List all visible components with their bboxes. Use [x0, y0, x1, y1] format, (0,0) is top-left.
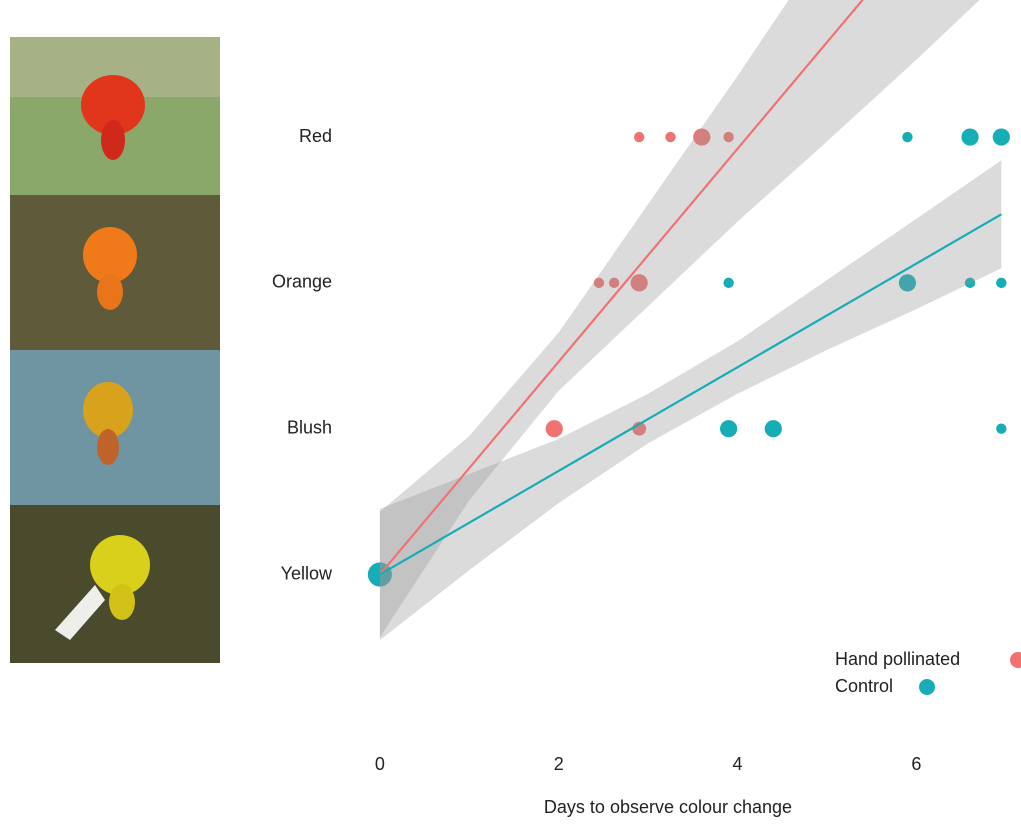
point [634, 132, 644, 142]
chart: 0 2 4 6 Yellow Blush Orange Red Hand pollinated C… [0, 0, 1021, 824]
legend-marker [1010, 652, 1021, 668]
bands-layer [380, 0, 1006, 640]
point [993, 128, 1010, 145]
petal [109, 584, 135, 620]
y-tick-label: Blush [287, 417, 332, 437]
point [723, 278, 733, 288]
petal [101, 120, 125, 160]
point [665, 132, 675, 142]
petal [97, 274, 123, 310]
petal [97, 429, 119, 465]
x-tick-label: 2 [554, 754, 564, 774]
y-tick-label: Orange [272, 272, 332, 292]
legend-label: Hand pollinated [835, 649, 960, 669]
flower-photos [10, 37, 220, 663]
x-tick-label: 6 [911, 754, 921, 774]
y-tick-label: Yellow [281, 563, 333, 583]
x-tick-label: 4 [733, 754, 743, 774]
x-tick-label: 0 [375, 754, 385, 774]
point [961, 128, 978, 145]
point [902, 132, 912, 142]
y-tick-label: Red [299, 126, 332, 146]
x-axis-label: Days to observe colour change [544, 797, 792, 817]
point [996, 278, 1006, 288]
point [720, 420, 737, 437]
legend-label: Control [835, 676, 893, 696]
legend-marker [919, 679, 935, 695]
point [546, 420, 563, 437]
fit-line [380, 214, 1001, 574]
point [765, 420, 782, 437]
point [996, 423, 1006, 433]
